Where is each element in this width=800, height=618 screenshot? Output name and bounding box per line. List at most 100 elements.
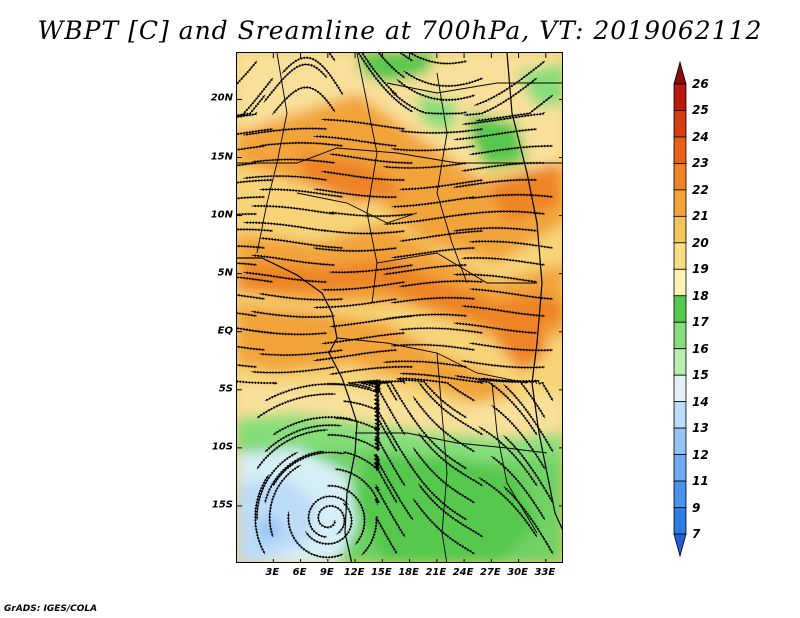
streamline	[453, 127, 538, 141]
streamline	[469, 239, 554, 250]
streamline	[469, 144, 553, 156]
streamline	[286, 511, 344, 559]
streamline	[253, 474, 270, 555]
streamline	[374, 484, 406, 538]
lon-tick-label: 18E	[398, 567, 419, 578]
lon-tick-label: 30E	[507, 567, 528, 578]
colorbar-level-label: 22	[692, 182, 709, 197]
colorbar-level-label: 14	[692, 394, 709, 409]
streamline	[313, 135, 398, 148]
streamline	[313, 246, 398, 253]
streamline	[237, 144, 266, 152]
colorbar-level-label: 24	[692, 129, 709, 144]
streamline	[313, 348, 398, 362]
streamline	[243, 328, 328, 336]
colorbar-cell	[673, 348, 687, 376]
colorbar-cell	[673, 136, 687, 164]
streamline	[461, 161, 545, 172]
streamline	[383, 263, 468, 276]
streamline	[469, 287, 554, 301]
streamline	[461, 256, 546, 267]
lat-tick-label: 10N	[210, 209, 233, 221]
streamline	[243, 127, 328, 136]
colorbar-cell	[673, 321, 687, 350]
streamline	[461, 209, 546, 216]
streamline	[321, 280, 406, 292]
colorbar-level-label: 16	[692, 341, 709, 356]
colorbar-cell	[673, 454, 687, 482]
streamline	[453, 226, 538, 233]
streamline	[237, 212, 257, 216]
lat-tick-label: 5S	[218, 383, 233, 395]
colorbar-cell	[673, 507, 687, 535]
credit-text: GrADS: IGES/COLA	[4, 604, 98, 614]
streamline	[383, 161, 468, 170]
colorbar-level-label: 9	[692, 500, 701, 515]
colorbar-cell	[673, 533, 687, 558]
colorbar-cell	[673, 215, 687, 244]
streamline	[453, 273, 538, 284]
colorbar-level-label: 17	[692, 315, 709, 330]
lat-tick-label: 15S	[211, 499, 233, 511]
streamline	[251, 204, 336, 216]
streamline	[391, 144, 476, 152]
colorbar-level-label: 7	[692, 527, 701, 541]
streamline	[313, 188, 398, 199]
lon-tick-label: 24E	[452, 567, 474, 578]
lat-tick-label: 20N	[210, 92, 233, 104]
lon-tick-label: 3E	[265, 567, 280, 578]
colorbar-cell	[673, 83, 687, 111]
streamline	[390, 89, 468, 116]
lon-tick-label: 9E	[319, 567, 334, 578]
streamline	[251, 310, 336, 319]
streamline	[268, 464, 302, 538]
streamline	[383, 313, 468, 320]
streamline	[462, 111, 546, 126]
streamline	[243, 271, 328, 284]
streamline	[383, 359, 468, 369]
chart-title: WBPT [C] and Sreamline at 700hPa, VT: 20…	[37, 16, 763, 45]
streamline	[321, 118, 406, 131]
colorbar-cell	[673, 374, 687, 403]
streamline	[237, 345, 266, 352]
streamline	[461, 359, 546, 369]
streamline	[412, 498, 476, 555]
lat-tick-label: EQ	[217, 325, 233, 337]
lon-tick-label: 6E	[292, 567, 307, 578]
streamline	[503, 486, 554, 555]
streamline	[361, 515, 398, 556]
colorbar-level-label: 20	[692, 235, 709, 250]
streamline	[391, 195, 476, 209]
axis-ticks	[237, 53, 562, 562]
streamline	[243, 174, 328, 182]
lon-tick-label: 15E	[370, 567, 392, 578]
colorbar-level-label: 12	[692, 447, 709, 462]
streamline	[469, 342, 554, 352]
colorbar-cell	[673, 401, 687, 429]
streamline	[453, 322, 538, 335]
colorbar-cell	[673, 110, 687, 138]
streamline	[453, 178, 538, 189]
streamlines	[237, 53, 554, 559]
colorbar-level-label: 19	[692, 262, 709, 277]
map-plot-area	[236, 52, 563, 563]
streamline	[251, 365, 336, 375]
colorbar-level-label: 18	[692, 288, 709, 303]
colorbar-cell	[673, 60, 687, 85]
streamline	[391, 343, 476, 352]
lon-tick-label: 12E	[343, 567, 365, 578]
streamline	[251, 254, 336, 267]
streamline	[237, 195, 265, 200]
lat-tick-label: 15N	[210, 151, 233, 163]
streamline	[281, 56, 344, 96]
lon-tick-label: 33E	[534, 567, 556, 578]
streamline	[405, 53, 468, 65]
colorbar-level-label: 21	[692, 209, 709, 224]
colorbar-level-label: 11	[692, 474, 709, 489]
streamline	[272, 85, 336, 115]
streamline	[237, 244, 266, 250]
lon-tick-label: 21E	[425, 567, 447, 578]
streamline	[383, 212, 468, 226]
wbpt-field	[237, 53, 562, 562]
streamline	[243, 221, 328, 233]
